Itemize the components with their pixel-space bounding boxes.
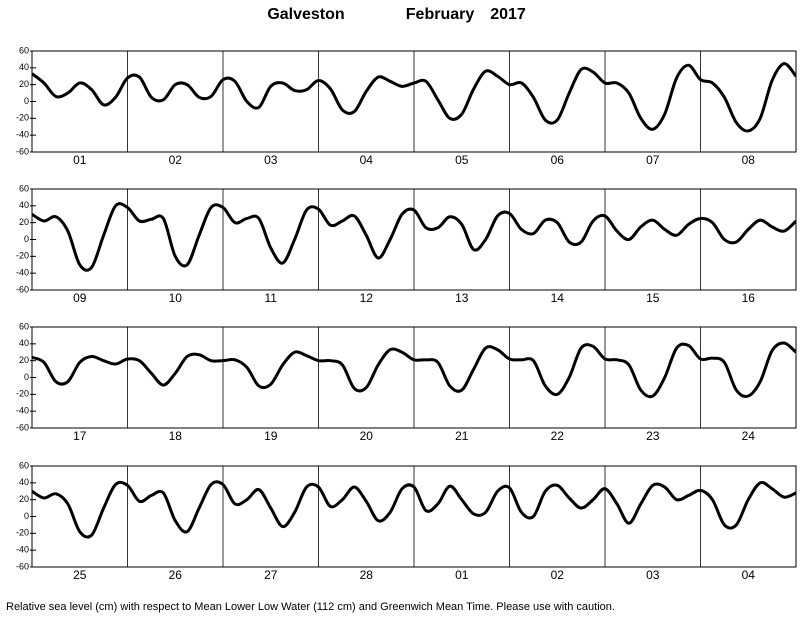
day-label: 04 xyxy=(742,568,756,582)
y-tick-label: 40 xyxy=(19,338,29,348)
day-label: 01 xyxy=(455,568,469,582)
day-label: 06 xyxy=(551,153,565,167)
day-label: 12 xyxy=(360,291,374,305)
day-label: 09 xyxy=(73,291,87,305)
y-tick-label: 20 xyxy=(19,79,29,89)
day-label: 05 xyxy=(455,153,469,167)
day-label: 03 xyxy=(646,568,660,582)
month: February xyxy=(406,6,475,23)
day-label: 11 xyxy=(265,291,278,305)
y-tick-label: -60 xyxy=(16,422,29,432)
y-tick-label: 60 xyxy=(19,460,29,470)
day-label: 03 xyxy=(264,153,278,167)
y-tick-label: -20 xyxy=(16,113,29,123)
day-label: 04 xyxy=(360,153,374,167)
station-title: Galveston xyxy=(267,6,344,23)
y-tick-label: -20 xyxy=(16,528,29,538)
day-label: 10 xyxy=(169,291,183,305)
y-tick-label: -40 xyxy=(16,406,29,416)
day-label: 22 xyxy=(551,429,565,443)
y-tick-label: 20 xyxy=(19,355,29,365)
tide-line xyxy=(32,62,796,133)
y-tick-label: 0 xyxy=(24,234,29,244)
day-label: 24 xyxy=(742,429,756,443)
y-tick-label: 40 xyxy=(19,477,29,487)
day-label: 02 xyxy=(551,568,565,582)
y-tick-label: 0 xyxy=(24,372,29,382)
day-label: 01 xyxy=(73,153,87,167)
y-tick-label: 60 xyxy=(19,183,29,193)
day-label: 20 xyxy=(360,429,374,443)
y-tick-label: -40 xyxy=(16,130,29,140)
y-tick-label: -60 xyxy=(16,146,29,156)
day-label: 02 xyxy=(169,153,183,167)
y-tick-label: -40 xyxy=(16,268,29,278)
day-label: 08 xyxy=(742,153,756,167)
y-tick-label: 40 xyxy=(19,200,29,210)
day-label: 25 xyxy=(73,568,87,582)
y-tick-label: 0 xyxy=(24,511,29,521)
day-label: 16 xyxy=(742,291,756,305)
y-tick-label: 40 xyxy=(19,62,29,72)
day-label: 15 xyxy=(646,291,660,305)
year: 2017 xyxy=(490,6,526,23)
y-tick-label: 60 xyxy=(19,321,29,331)
day-label: 26 xyxy=(169,568,183,582)
day-label: 07 xyxy=(646,153,660,167)
y-tick-label: 20 xyxy=(19,217,29,227)
day-label: 19 xyxy=(264,429,278,443)
day-label: 14 xyxy=(551,291,565,305)
day-label: 28 xyxy=(360,568,374,582)
day-label: 21 xyxy=(455,429,469,443)
y-tick-label: 0 xyxy=(24,96,29,106)
day-label: 17 xyxy=(73,429,87,443)
y-tick-label: -40 xyxy=(16,545,29,555)
y-tick-label: -60 xyxy=(16,561,29,571)
day-label: 23 xyxy=(646,429,660,443)
footnote: Relative sea level (cm) with respect to … xyxy=(6,601,615,613)
tide-line xyxy=(32,480,796,539)
day-label: 13 xyxy=(455,291,469,305)
day-label: 18 xyxy=(169,429,183,443)
y-tick-label: -20 xyxy=(16,251,29,261)
tide-line xyxy=(32,341,796,399)
y-tick-label: -20 xyxy=(16,389,29,399)
y-tick-label: 20 xyxy=(19,494,29,504)
tide-line xyxy=(32,202,796,272)
y-tick-label: -60 xyxy=(16,284,29,294)
day-label: 27 xyxy=(264,568,278,582)
y-tick-label: 60 xyxy=(19,45,29,55)
